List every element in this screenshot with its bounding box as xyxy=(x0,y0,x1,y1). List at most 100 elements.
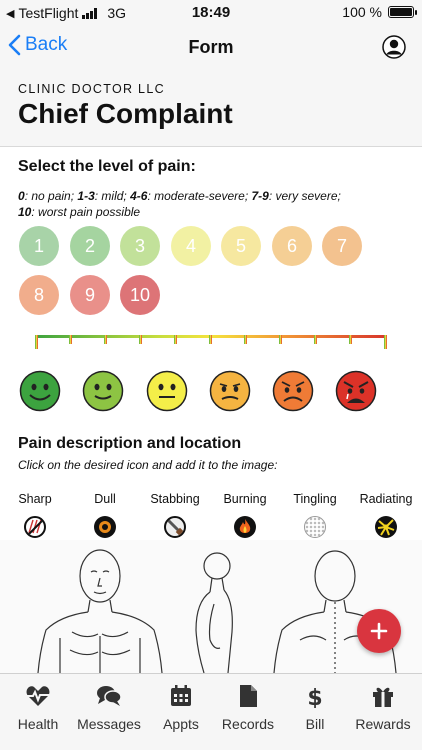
calendar-icon xyxy=(171,685,191,706)
face-1-icon[interactable] xyxy=(19,370,61,412)
chevron-left-icon xyxy=(8,34,21,56)
navigation-bar: Back Form xyxy=(0,26,422,68)
battery-info: 100 % xyxy=(342,4,417,20)
carrier-info: ◀ TestFlight 3G xyxy=(6,5,126,21)
pain-level-1[interactable]: 1 xyxy=(19,226,59,266)
pain-level-7[interactable]: 7 xyxy=(322,226,362,266)
add-button[interactable] xyxy=(357,609,401,653)
nav-title: Form xyxy=(188,37,234,57)
pain-level-4[interactable]: 4 xyxy=(171,226,211,266)
status-time: 18:49 xyxy=(191,4,231,21)
pain-level-6[interactable]: 6 xyxy=(272,226,312,266)
pain-level-label: 8 xyxy=(33,284,44,305)
svg-text:$: $ xyxy=(307,686,322,708)
back-label: Back xyxy=(25,34,68,55)
face-6-icon[interactable] xyxy=(335,370,377,412)
profile-icon[interactable] xyxy=(382,35,406,59)
pain-level-10[interactable]: 10 xyxy=(120,275,160,315)
battery-percent: 100 % xyxy=(342,4,382,20)
legend-key: 4-6 xyxy=(130,189,148,203)
signal-icon xyxy=(82,7,98,19)
heart-pulse-icon xyxy=(26,686,50,706)
pain-type-label: Burning xyxy=(223,492,267,506)
network-label: 3G xyxy=(107,5,127,21)
tab-label: Health xyxy=(17,716,59,732)
legend-value: : no pain; xyxy=(24,189,78,203)
carrier-label: TestFlight xyxy=(18,5,79,21)
burning-icon xyxy=(234,516,256,538)
dollar-icon: $ xyxy=(307,686,322,708)
face-5-icon[interactable] xyxy=(272,370,314,412)
gift-icon xyxy=(373,687,393,707)
page-title: Chief Complaint xyxy=(18,98,233,129)
tab-rewards[interactable]: Rewards xyxy=(348,684,418,732)
tab-health[interactable]: Health xyxy=(3,684,73,732)
body-diagram[interactable] xyxy=(0,540,422,673)
tab-bill[interactable]: $ Bill xyxy=(280,684,350,732)
pain-level-label: 10 xyxy=(129,284,151,305)
tab-label: Rewards xyxy=(355,716,411,732)
pain-level-label: 5 xyxy=(235,235,246,256)
pain-scale-ruler xyxy=(35,335,387,349)
pain-type-label: Tingling xyxy=(293,492,337,506)
face-4-icon[interactable] xyxy=(209,370,251,412)
legend-key: 1-3 xyxy=(77,189,95,203)
face-3-icon[interactable] xyxy=(146,370,188,412)
legend-key: 0 xyxy=(18,189,25,203)
pain-level-label: 4 xyxy=(185,235,196,256)
tab-label: Messages xyxy=(77,716,141,732)
pain-type-stabbing[interactable]: Stabbing xyxy=(144,492,206,538)
tab-bar: Health Messages Appts Records $ Bill Rew… xyxy=(0,673,422,750)
stabbing-icon xyxy=(164,516,186,538)
pain-level-label: 6 xyxy=(286,235,297,256)
body-outline-illustration xyxy=(37,549,397,673)
pain-description-instruction: Click on the desired icon and add it to … xyxy=(18,458,278,472)
sharp-icon xyxy=(24,516,46,538)
battery-icon xyxy=(388,6,417,18)
legend-key: 10 xyxy=(18,205,32,219)
dull-icon xyxy=(94,516,116,538)
pain-type-label: Stabbing xyxy=(150,492,200,506)
pain-type-label: Sharp xyxy=(18,492,52,506)
tab-label: Records xyxy=(221,716,275,732)
tab-messages[interactable]: Messages xyxy=(74,684,144,732)
pain-type-radiating[interactable]: Radiating xyxy=(355,492,417,538)
document-icon xyxy=(240,685,257,707)
pain-level-5[interactable]: 5 xyxy=(221,226,261,266)
pain-scale-legend: 0: no pain; 1-3: mild; 4-6: moderate-sev… xyxy=(18,188,408,220)
status-bar: ◀ TestFlight 3G 18:49 100 % xyxy=(0,0,422,26)
pain-level-8[interactable]: 8 xyxy=(19,275,59,315)
pain-level-label: 3 xyxy=(134,235,145,256)
tab-records[interactable]: Records xyxy=(213,684,283,732)
pain-description-heading: Pain description and location xyxy=(18,435,242,452)
radiating-icon xyxy=(375,516,397,538)
legend-key: 7-9 xyxy=(251,189,269,203)
legend-value: : mild; xyxy=(94,189,131,203)
pain-level-3[interactable]: 3 xyxy=(120,226,160,266)
pain-type-label: Radiating xyxy=(359,492,413,506)
pain-type-tingling[interactable]: Tingling xyxy=(284,492,346,538)
back-to-app-icon: ◀ xyxy=(6,7,15,20)
back-button[interactable]: Back xyxy=(8,34,67,56)
pain-type-label: Dull xyxy=(94,492,116,506)
pain-level-2[interactable]: 2 xyxy=(70,226,110,266)
pain-type-sharp[interactable]: Sharp xyxy=(4,492,66,538)
form-header: CLINIC DOCTOR LLC Chief Complaint xyxy=(0,68,422,147)
face-2-icon[interactable] xyxy=(82,370,124,412)
legend-value: : worst pain possible xyxy=(31,205,141,219)
plus-icon xyxy=(370,622,388,640)
pain-type-dull[interactable]: Dull xyxy=(74,492,136,538)
tab-label: Appts xyxy=(163,716,199,732)
pain-level-label: 9 xyxy=(84,284,95,305)
pain-level-label: 2 xyxy=(84,235,95,256)
pain-type-burning[interactable]: Burning xyxy=(214,492,276,538)
legend-value: : very severe; xyxy=(268,189,341,203)
pain-level-label: 1 xyxy=(33,235,44,256)
clinic-name: CLINIC DOCTOR LLC xyxy=(18,82,165,96)
tab-appts[interactable]: Appts xyxy=(146,684,216,732)
legend-value: : moderate-severe; xyxy=(147,189,252,203)
tab-label: Bill xyxy=(305,716,325,732)
pain-level-9[interactable]: 9 xyxy=(70,275,110,315)
chat-icon xyxy=(97,686,122,706)
pain-level-heading: Select the level of pain: xyxy=(18,158,196,175)
